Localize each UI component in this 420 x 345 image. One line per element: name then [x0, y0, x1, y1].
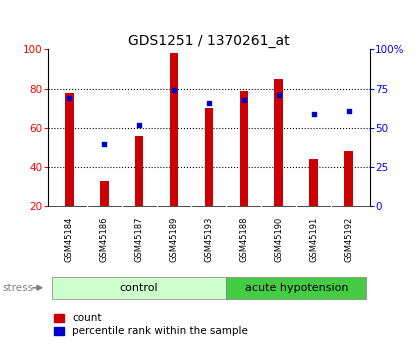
Text: acute hypotension: acute hypotension	[244, 283, 348, 293]
Text: GSM45190: GSM45190	[274, 217, 284, 262]
Text: stress: stress	[2, 283, 33, 293]
Text: GSM45188: GSM45188	[239, 217, 248, 262]
Text: GSM45189: GSM45189	[170, 217, 178, 262]
Bar	[170, 53, 178, 206]
Text: GSM45192: GSM45192	[344, 217, 353, 262]
Point	[241, 97, 247, 102]
Title: GDS1251 / 1370261_at: GDS1251 / 1370261_at	[128, 34, 290, 48]
Bar	[226, 277, 366, 299]
Point	[345, 108, 352, 113]
Bar	[52, 277, 226, 299]
Point	[206, 100, 213, 106]
Bar	[344, 151, 353, 206]
Text: control: control	[120, 283, 158, 293]
Text: GSM45186: GSM45186	[100, 217, 109, 262]
Bar	[135, 136, 144, 206]
Point	[136, 122, 142, 127]
Point	[276, 92, 282, 98]
Bar	[310, 159, 318, 206]
Legend: count, percentile rank within the sample: count, percentile rank within the sample	[53, 313, 248, 336]
Point	[310, 111, 317, 117]
Text: GSM45184: GSM45184	[65, 217, 74, 262]
Bar	[205, 108, 213, 206]
Bar	[274, 79, 283, 206]
Text: GSM45193: GSM45193	[205, 217, 213, 262]
Text: GSM45191: GSM45191	[309, 217, 318, 262]
Text: GSM45187: GSM45187	[134, 217, 144, 262]
Point	[66, 95, 73, 101]
Bar	[239, 90, 248, 206]
Bar	[100, 181, 108, 206]
Point	[171, 87, 177, 93]
Point	[101, 141, 108, 146]
Bar	[65, 92, 73, 206]
